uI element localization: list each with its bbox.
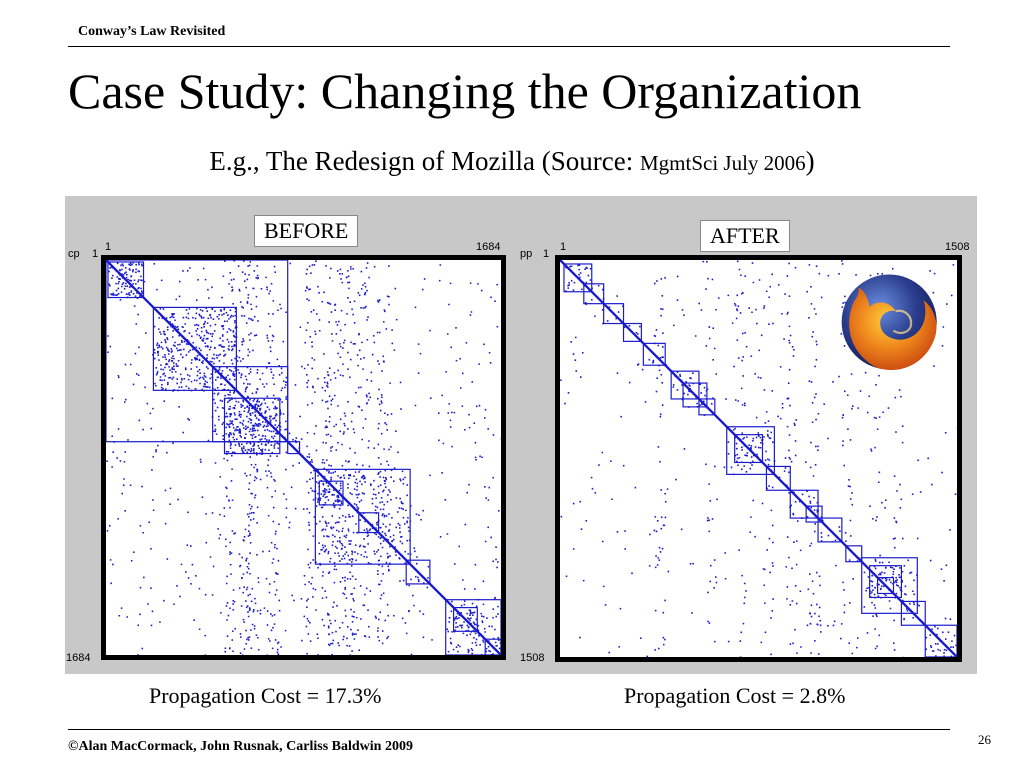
- after-axis-top-start: 1: [560, 241, 567, 253]
- after-module-box: [869, 565, 903, 599]
- after-module-box: [900, 600, 926, 626]
- before-axis-corner: cp: [68, 248, 80, 260]
- after-axis-left-end: 1508: [520, 652, 545, 664]
- after-module-box: [817, 517, 843, 543]
- before-caption: Propagation Cost = 17.3%: [149, 683, 382, 708]
- after-module-box: [861, 557, 918, 614]
- before-dsm-matrix: [101, 255, 506, 660]
- after-module-box: [642, 342, 666, 366]
- after-module-box: [603, 303, 625, 325]
- before-module-box: [212, 366, 289, 443]
- after-dsm-plot: [560, 260, 957, 657]
- footer-copyright: ©Alan MacCormack, John Rusnak, Carliss B…: [68, 739, 413, 754]
- bottom-rule: [68, 729, 950, 730]
- after-module-box: [877, 577, 895, 595]
- top-rule: [68, 46, 950, 47]
- after-module-box: [765, 465, 791, 491]
- after-axis-top-end: 1508: [945, 241, 970, 253]
- header-label: Conway’s Law Revisited: [78, 24, 226, 39]
- slide-title: Case Study: Changing the Organization: [68, 63, 862, 119]
- slide-subtitle: E.g., The Redesign of Mozilla (Source: M…: [0, 146, 1024, 177]
- after-module-box: [622, 322, 642, 342]
- after-axis-left-start: 1: [543, 248, 550, 260]
- subtitle-main: E.g., The Redesign of Mozilla (Source:: [209, 146, 640, 176]
- after-module-box: [789, 489, 819, 519]
- after-module-box: [734, 434, 764, 464]
- before-label: BEFORE: [254, 215, 359, 247]
- before-axis-top-start: 1: [105, 241, 112, 253]
- before-module-box: [453, 607, 478, 632]
- after-module-box: [726, 426, 775, 475]
- page-number: 26: [978, 732, 991, 747]
- subtitle-source: MgmtSci July 2006: [639, 151, 806, 175]
- before-axis-top-end: 1684: [476, 241, 501, 253]
- firefox-logo-icon: [841, 274, 937, 371]
- after-axis-corner: pp: [520, 248, 533, 260]
- after-module-box: [698, 398, 716, 416]
- before-module-box: [106, 260, 289, 443]
- after-module-box: [682, 382, 708, 408]
- after-module-box: [583, 283, 605, 305]
- before-module-box: [314, 468, 411, 565]
- before-module-box: [107, 261, 145, 299]
- after-module-box: [845, 545, 863, 563]
- before-module-box: [358, 512, 380, 534]
- after-label: AFTER: [700, 220, 790, 252]
- subtitle-close: ): [805, 146, 815, 176]
- after-module-box: [563, 263, 593, 293]
- after-module-box: [924, 624, 957, 657]
- before-module-box: [152, 306, 237, 391]
- after-diagonal: [560, 260, 957, 657]
- before-module-box: [445, 599, 501, 655]
- before-axis-left-end: 1684: [66, 652, 91, 664]
- before-module-box: [405, 559, 431, 585]
- after-module-box: [670, 370, 700, 400]
- before-dsm-plot: [106, 260, 501, 655]
- before-axis-left-start: 1: [92, 248, 99, 260]
- after-caption: Propagation Cost = 2.8%: [624, 683, 846, 708]
- before-module-box: [318, 480, 344, 506]
- before-diagonal: [106, 260, 501, 655]
- after-module-box: [805, 505, 823, 523]
- before-module-box: [484, 638, 501, 655]
- before-module-box: [287, 441, 301, 455]
- before-module-box: [223, 397, 281, 455]
